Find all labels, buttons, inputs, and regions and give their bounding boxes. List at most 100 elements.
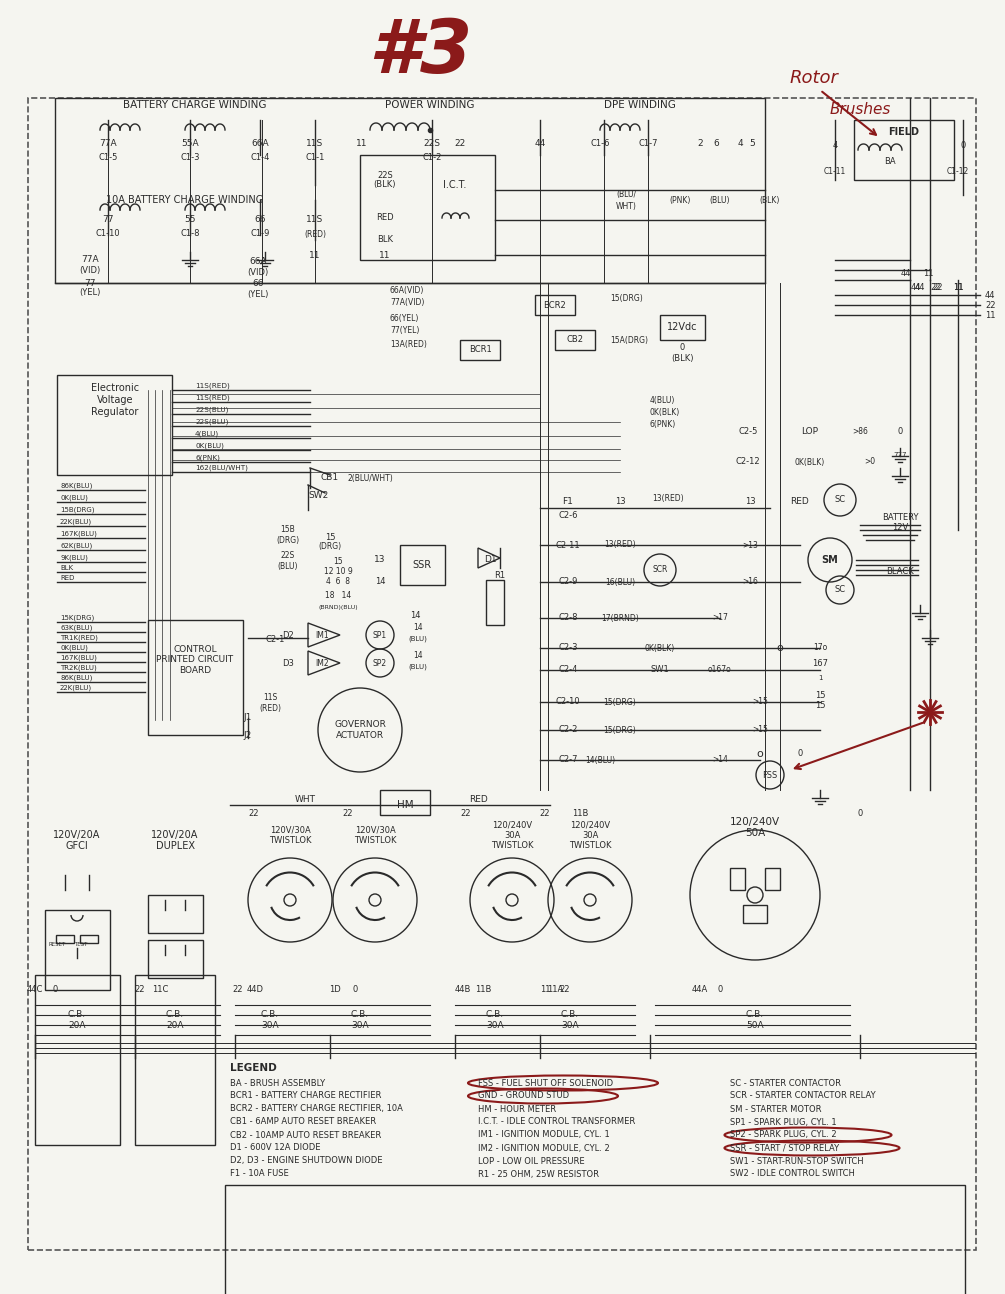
Bar	[765, 868, 780, 890]
Text: 4(BLU): 4(BLU)	[650, 396, 675, 405]
Text: C1-10: C1-10	[95, 229, 121, 238]
Text: 4  6  8: 4 6 8	[326, 577, 350, 586]
Text: 11S: 11S	[307, 138, 324, 148]
Text: >17: >17	[713, 613, 728, 622]
Text: 18   14: 18 14	[325, 590, 351, 599]
Text: 22: 22	[343, 810, 353, 819]
Text: 14: 14	[413, 622, 423, 631]
Text: F1 - 10A FUSE: F1 - 10A FUSE	[230, 1170, 288, 1179]
Text: C1-3: C1-3	[180, 153, 200, 162]
Text: (PNK): (PNK)	[669, 195, 690, 204]
Text: C1-9: C1-9	[250, 229, 269, 238]
Text: C2-12: C2-12	[736, 458, 761, 467]
Text: 9K(BLU): 9K(BLU)	[60, 555, 87, 562]
Text: SCR: SCR	[652, 565, 667, 575]
Text: CB1 - 6AMP AUTO RESET BREAKER: CB1 - 6AMP AUTO RESET BREAKER	[230, 1118, 376, 1127]
Text: TR1K(RED): TR1K(RED)	[60, 635, 97, 642]
Text: 66: 66	[252, 280, 263, 289]
Text: 14(BLU): 14(BLU)	[585, 756, 615, 765]
Text: C2-9: C2-9	[559, 577, 578, 586]
Text: 0K(BLK): 0K(BLK)	[645, 643, 675, 652]
Text: SM - STARTER MOTOR: SM - STARTER MOTOR	[730, 1105, 821, 1114]
Text: SC: SC	[834, 585, 845, 594]
Text: 11B: 11B	[572, 810, 588, 819]
Text: 11: 11	[923, 269, 934, 278]
Text: >15: >15	[752, 697, 768, 707]
Text: 14: 14	[375, 577, 385, 586]
Text: 22S: 22S	[377, 171, 393, 180]
Text: 6(PNK): 6(PNK)	[195, 454, 220, 461]
Text: C2-2: C2-2	[559, 726, 578, 735]
Text: SC - STARTER CONTACTOR: SC - STARTER CONTACTOR	[730, 1078, 841, 1087]
Text: 11: 11	[953, 283, 963, 292]
Text: 1D: 1D	[329, 986, 341, 995]
Text: BA - BRUSH ASSEMBLY: BA - BRUSH ASSEMBLY	[230, 1078, 326, 1087]
Text: SP1: SP1	[373, 630, 387, 639]
Text: CB1: CB1	[321, 474, 339, 483]
Text: 167: 167	[812, 660, 828, 669]
Text: C1-7: C1-7	[638, 138, 657, 148]
Text: 4(BLU): 4(BLU)	[195, 431, 219, 437]
Text: 167K(BLU): 167K(BLU)	[60, 655, 96, 661]
Text: 13: 13	[374, 555, 386, 564]
Text: (BLU): (BLU)	[710, 195, 731, 204]
Text: SC: SC	[834, 496, 845, 505]
Text: 11: 11	[953, 283, 963, 292]
Text: 2(BLU/WHT): 2(BLU/WHT)	[347, 475, 393, 484]
Bar	[743, 905, 767, 923]
Text: C2-4: C2-4	[559, 665, 578, 674]
Text: 66(YEL): 66(YEL)	[390, 313, 419, 322]
Bar	[380, 791, 430, 815]
Bar	[45, 910, 110, 990]
Text: 0K(BLU): 0K(BLU)	[60, 494, 87, 501]
Text: 13(RED): 13(RED)	[604, 541, 636, 550]
Text: C2-6: C2-6	[558, 511, 578, 519]
Text: >13: >13	[742, 541, 758, 550]
Text: 12Vdc: 12Vdc	[666, 322, 697, 333]
Text: 77A(VID): 77A(VID)	[390, 298, 424, 307]
Text: SSR: SSR	[412, 560, 431, 569]
Bar	[56, 936, 74, 943]
Text: (VID): (VID)	[247, 268, 268, 277]
Text: TEST: TEST	[74, 942, 87, 947]
Text: (DRG): (DRG)	[319, 542, 342, 551]
Text: C1-8: C1-8	[180, 229, 200, 238]
Text: IM2 - IGNITION MODULE, CYL. 2: IM2 - IGNITION MODULE, CYL. 2	[478, 1144, 610, 1153]
Text: BLACK: BLACK	[886, 568, 914, 577]
Text: 14: 14	[410, 611, 420, 620]
Text: CB2 - 10AMP AUTO RESET BREAKER: CB2 - 10AMP AUTO RESET BREAKER	[230, 1131, 381, 1140]
Text: 120/240V: 120/240V	[730, 817, 780, 827]
Text: 22K(BLU): 22K(BLU)	[60, 519, 92, 525]
Text: 15A(DRG): 15A(DRG)	[610, 335, 648, 344]
Text: RED: RED	[376, 214, 394, 223]
Text: C1-5: C1-5	[98, 153, 118, 162]
Text: 11S(RED): 11S(RED)	[195, 383, 230, 389]
Text: GFCI: GFCI	[65, 841, 88, 851]
Text: SP2: SP2	[373, 659, 387, 668]
Text: 22S: 22S	[423, 138, 440, 148]
Text: I.C.T.: I.C.T.	[443, 180, 466, 190]
Text: 22: 22	[560, 986, 570, 995]
Text: o167o: o167o	[709, 665, 732, 674]
Text: 120/240V
30A
TWISTLOK: 120/240V 30A TWISTLOK	[490, 820, 534, 850]
Text: 44A: 44A	[691, 986, 709, 995]
Bar	[135, 974, 215, 1145]
Text: 22: 22	[985, 300, 996, 309]
Text: 11: 11	[540, 986, 551, 995]
Text: 0K(BLK): 0K(BLK)	[650, 408, 680, 417]
Text: >15: >15	[752, 726, 768, 735]
Text: BA: BA	[884, 158, 895, 167]
Text: 15: 15	[325, 533, 336, 541]
Text: 15K(DRG): 15K(DRG)	[60, 615, 94, 621]
Text: 50A: 50A	[745, 828, 765, 839]
Text: SW1: SW1	[650, 665, 669, 674]
Text: 22: 22	[460, 810, 471, 819]
Text: (VID): (VID)	[79, 265, 100, 274]
Text: SW2: SW2	[308, 490, 328, 499]
Text: C2-1: C2-1	[265, 635, 284, 644]
Bar	[535, 295, 575, 314]
Text: I.C.T. - IDLE CONTROL TRANSFORMER: I.C.T. - IDLE CONTROL TRANSFORMER	[478, 1118, 635, 1127]
Text: 16(BLU): 16(BLU)	[605, 577, 635, 586]
Text: 0: 0	[897, 427, 902, 436]
Text: 120/240V
30A
TWISTLOK: 120/240V 30A TWISTLOK	[569, 820, 611, 850]
